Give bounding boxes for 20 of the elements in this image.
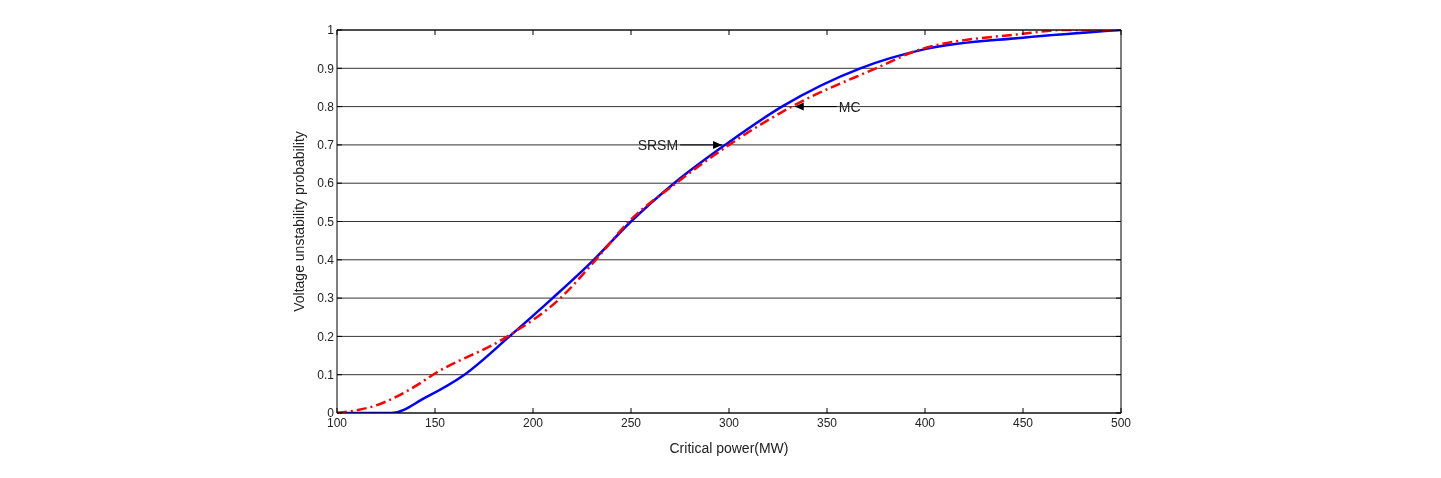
x-tick-label: 250	[620, 415, 642, 430]
y-tick-label: 0.4	[317, 253, 335, 268]
y-tick-label: 1	[327, 23, 335, 38]
y-tick-label: 0.9	[317, 61, 335, 76]
y-tick-label: 0.2	[317, 329, 335, 344]
x-tick-label: 450	[1012, 415, 1034, 430]
x-tick-label: 350	[816, 415, 838, 430]
y-tick-label: 0.8	[317, 99, 335, 114]
y-tick-label: 0.5	[317, 214, 335, 229]
x-tick-label: 150	[424, 415, 446, 430]
x-axis-title: Critical power(MW)	[669, 440, 789, 456]
y-axis-title: Voltage unstability probability	[290, 131, 307, 312]
y-tick-label: 0.1	[317, 367, 335, 382]
y-tick-label: 0.3	[317, 291, 335, 306]
x-tick-label: 400	[914, 415, 936, 430]
y-tick-label: 0.7	[317, 138, 335, 153]
x-tick-label: 200	[522, 415, 544, 430]
y-tick-label: 0.6	[317, 176, 335, 191]
x-tick-label: 500	[1110, 415, 1132, 430]
x-tick-label: 300	[718, 415, 740, 430]
